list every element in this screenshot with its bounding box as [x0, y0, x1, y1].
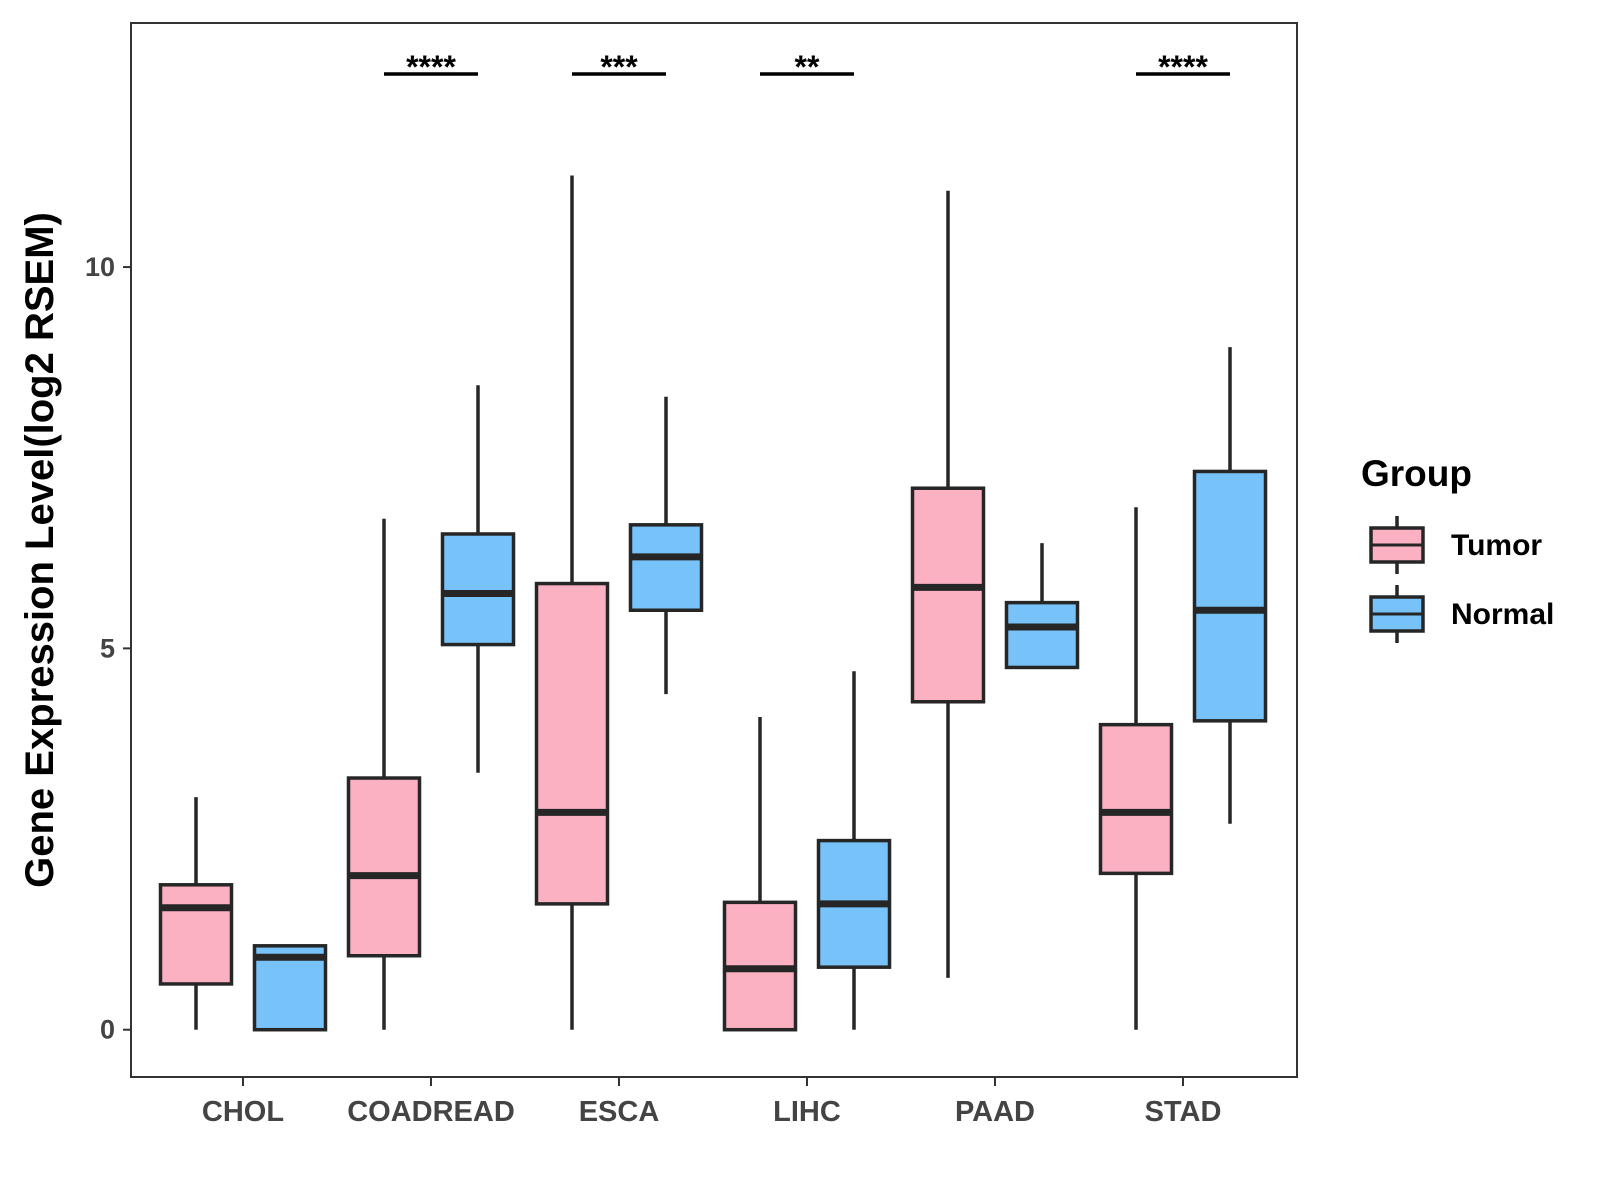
box-iqr	[628, 523, 704, 613]
significance-label: ****	[406, 49, 456, 85]
plot-panel	[130, 22, 1298, 1078]
significance-label: **	[795, 49, 820, 85]
box-tumor-paad	[910, 190, 986, 978]
box-series	[158, 175, 1268, 1032]
significance-annotations: **** *** ** ****	[384, 49, 1230, 85]
legend: Group Tumor Normal	[1361, 453, 1554, 643]
box-normal-paad	[1004, 543, 1080, 670]
box-iqr	[1004, 600, 1080, 670]
x-axis: CHOL COADREAD ESCA LIHC PAAD STAD	[202, 1077, 1221, 1128]
box-iqr	[1098, 722, 1174, 876]
x-tick-label: COADREAD	[347, 1096, 515, 1128]
box-iqr	[440, 532, 516, 647]
x-tick-label: ESCA	[579, 1096, 660, 1128]
box-normal-stad	[1192, 347, 1268, 824]
box-normal-coadread	[440, 385, 516, 773]
x-tick-label: CHOL	[202, 1096, 284, 1128]
significance-label: ****	[1158, 49, 1208, 85]
significance-coadread: ****	[384, 49, 478, 85]
legend-label: Normal	[1451, 598, 1554, 631]
legend-title: Group	[1361, 453, 1472, 494]
box-normal-esca	[628, 396, 704, 695]
box-iqr	[910, 486, 986, 704]
significance-esca: ***	[572, 49, 666, 85]
significance-stad: ****	[1136, 49, 1230, 85]
x-tick-label: PAAD	[955, 1096, 1035, 1128]
box-tumor-chol	[158, 797, 234, 1030]
y-tick-label: 10	[85, 252, 115, 282]
box-iqr	[1192, 469, 1268, 723]
legend-entry-normal: Normal	[1369, 585, 1554, 643]
box-normal-chol	[252, 944, 328, 1032]
box-tumor-esca	[534, 175, 610, 1030]
box-tumor-coadread	[346, 518, 422, 1030]
x-tick-label: STAD	[1145, 1096, 1222, 1128]
box-normal-lihc	[816, 671, 892, 1030]
box-tumor-lihc	[722, 717, 798, 1032]
box-iqr	[346, 776, 422, 958]
significance-label: ***	[600, 49, 638, 85]
legend-label: Tumor	[1451, 529, 1542, 562]
y-tick-label: 5	[100, 633, 115, 663]
x-tick-label: LIHC	[773, 1096, 841, 1128]
y-axis: 0 5 10	[85, 252, 131, 1045]
box-iqr	[534, 581, 610, 906]
box-tumor-stad	[1098, 507, 1174, 1030]
significance-lihc: **	[760, 49, 854, 85]
legend-entry-tumor: Tumor	[1369, 516, 1542, 574]
y-axis-title: Gene Expression Level(log2 RSEM)	[18, 212, 62, 888]
y-tick-label: 0	[100, 1015, 115, 1045]
box-iqr	[158, 883, 234, 986]
